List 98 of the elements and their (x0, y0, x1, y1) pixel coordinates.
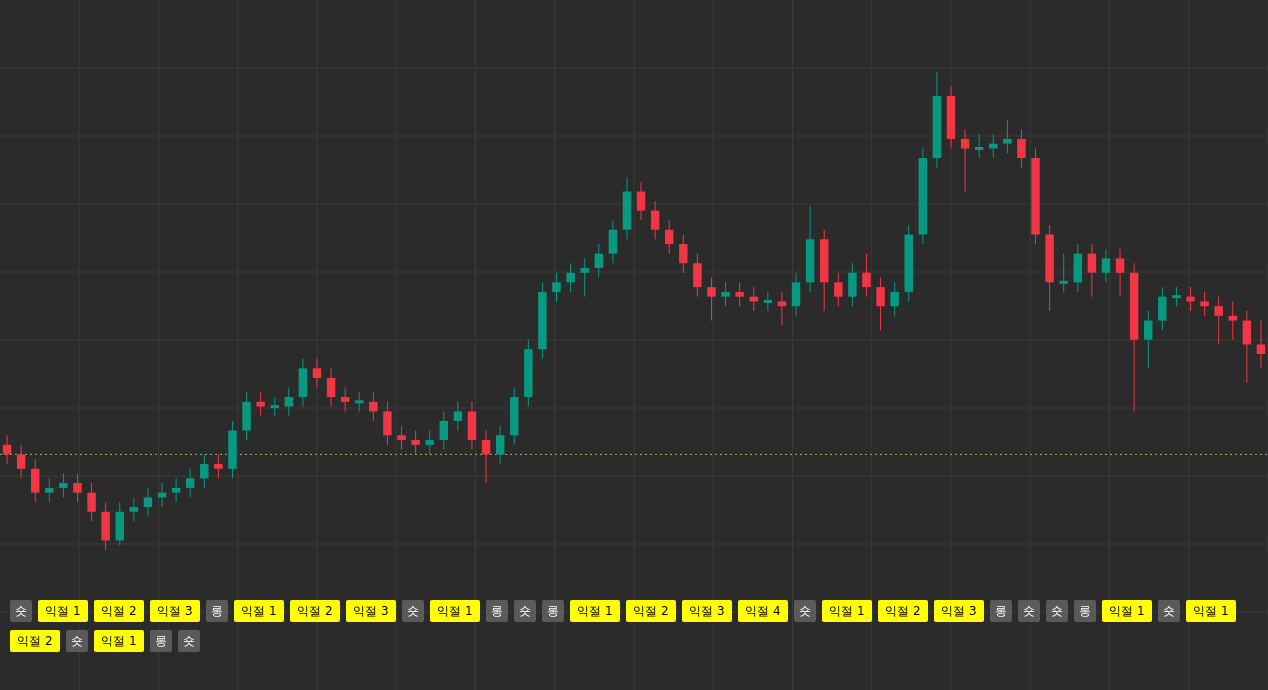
candlestick (397, 425, 406, 451)
candlestick (326, 367, 336, 408)
candlestick (495, 425, 505, 465)
label-tag: 익절 3 (150, 600, 200, 622)
candlestick (129, 496, 139, 522)
label-tag: 익절 1 (38, 600, 88, 622)
candlestick (650, 200, 660, 240)
candlestick (608, 219, 618, 264)
candlestick (1087, 243, 1097, 298)
label-tag: 롱 (150, 630, 172, 652)
label-tag: 익절 3 (682, 600, 732, 622)
candlestick (876, 277, 885, 331)
candlestick (580, 257, 589, 298)
candlestick (171, 477, 181, 503)
label-tag: 익절 1 (94, 630, 144, 652)
label-tag: 숏 (66, 630, 88, 652)
label-tag: 익절 2 (94, 600, 144, 622)
candlestick (693, 253, 702, 298)
candlestick (735, 281, 744, 307)
candlestick (890, 281, 899, 317)
label-tag: 숏 (794, 600, 816, 622)
candlestick (707, 277, 716, 322)
label-tag: 익절 1 (822, 600, 872, 622)
candlestick (1200, 291, 1209, 317)
label-tag: 숏 (10, 600, 32, 622)
candlestick (383, 401, 392, 446)
candlestick (256, 391, 265, 417)
label-tag: 익절 2 (290, 600, 340, 622)
candlestick (1186, 286, 1195, 312)
label-tag: 숏 (1158, 600, 1180, 622)
label-tag: 익절 3 (346, 600, 396, 622)
candlestick (665, 219, 674, 255)
candlestick (31, 458, 40, 503)
candlestick (481, 430, 491, 484)
candlestick (1144, 310, 1153, 369)
candlestick (45, 477, 54, 503)
candlestick (284, 386, 294, 417)
candlestick (721, 281, 730, 307)
candlestick (200, 453, 209, 489)
label-tag: 롱 (990, 600, 1012, 622)
candlestick (1115, 248, 1125, 298)
candlestick (1228, 300, 1237, 341)
candlestick (1256, 320, 1266, 369)
candlestick (777, 291, 787, 326)
candlestick (16, 444, 26, 479)
candlestick (1172, 286, 1181, 307)
candlestick (73, 473, 82, 503)
candlestick (974, 133, 984, 159)
candlestick (355, 391, 364, 412)
label-tag: 익절 1 (1186, 600, 1236, 622)
label-tag: 롱 (486, 600, 508, 622)
candlestick (1059, 253, 1068, 293)
candlestick (594, 243, 603, 279)
label-tag: 익절 1 (1102, 600, 1152, 622)
candlestick (763, 291, 773, 312)
candlestick (453, 401, 463, 431)
candlestick (369, 391, 378, 422)
label-tag: 롱 (1074, 600, 1096, 622)
label-tag: 익절 4 (738, 600, 788, 622)
candlestick (1214, 296, 1223, 345)
label-tag: 익절 1 (570, 600, 620, 622)
label-tag: 익절 2 (10, 630, 60, 652)
candlestick (185, 468, 195, 498)
candlestick (834, 272, 843, 307)
label-tag: 익절 2 (626, 600, 676, 622)
candlestick (566, 262, 575, 293)
candlestick (862, 253, 871, 298)
candlestick (1003, 119, 1012, 154)
candlestick (636, 181, 646, 221)
candlestick (214, 453, 223, 479)
candlestick (1158, 286, 1167, 331)
candlestick (59, 473, 68, 498)
candlestick (1242, 310, 1252, 384)
label-tag: 롱 (206, 600, 228, 622)
label-tag: 익절 2 (878, 600, 928, 622)
candlestick (312, 358, 322, 388)
candlestick (340, 386, 350, 412)
label-tag: 숏 (514, 600, 536, 622)
label-tag: 익절 1 (234, 600, 284, 622)
candlestick (679, 234, 688, 274)
candlestick (270, 396, 279, 417)
candlestick (1101, 248, 1111, 283)
label-tag: 숏 (1046, 600, 1068, 622)
label-tag: 익절 1 (430, 600, 480, 622)
candlestick (143, 487, 153, 518)
candlestick (791, 272, 801, 317)
candlestick (87, 482, 96, 522)
label-tag: 롱 (542, 600, 564, 622)
candlestick (411, 430, 420, 455)
label-tag: 익절 3 (934, 600, 984, 622)
label-tag: 숏 (178, 630, 200, 652)
label-tag: 숏 (1018, 600, 1040, 622)
candlestick (425, 430, 434, 455)
label-tag: 숏 (402, 600, 424, 622)
candlestick (439, 410, 449, 451)
candlestick (848, 262, 857, 307)
candlestick (1017, 128, 1026, 169)
candlestick (552, 272, 561, 302)
